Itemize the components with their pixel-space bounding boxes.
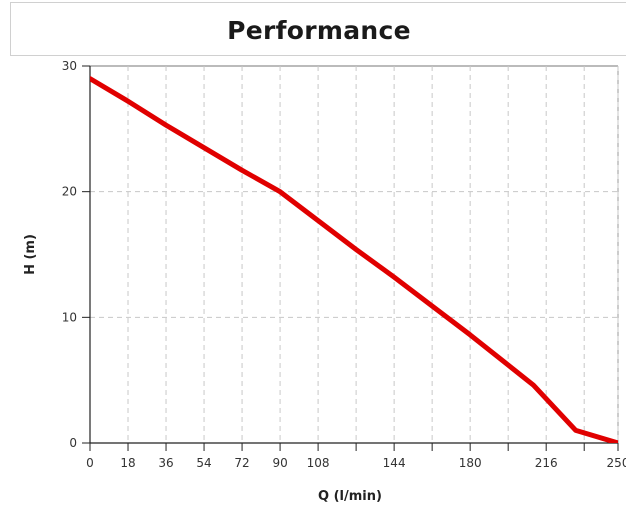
x-tick-label: 250 <box>607 456 626 470</box>
y-tick-label: 0 <box>69 436 77 450</box>
x-tick-label: 90 <box>272 456 287 470</box>
chart-title-box: Performance <box>10 2 626 56</box>
x-tick-label: 144 <box>383 456 406 470</box>
x-tick-label: 180 <box>459 456 482 470</box>
x-tick-label: 216 <box>535 456 558 470</box>
chart-title: Performance <box>227 15 411 45</box>
x-tick-label: 0 <box>86 456 94 470</box>
y-tick-label: 30 <box>62 59 77 73</box>
x-tick-label: 54 <box>196 456 211 470</box>
x-tick-label: 72 <box>234 456 249 470</box>
x-tick-label: 18 <box>120 456 135 470</box>
x-axis-title: Q (l/min) <box>318 489 382 504</box>
x-tick-label: 36 <box>158 456 173 470</box>
y-axis-title: H (m) <box>23 234 38 275</box>
y-tick-label: 20 <box>62 185 77 199</box>
performance-curve <box>90 76 618 443</box>
y-tick-label: 10 <box>62 310 77 324</box>
x-tick-label: 108 <box>307 456 330 470</box>
